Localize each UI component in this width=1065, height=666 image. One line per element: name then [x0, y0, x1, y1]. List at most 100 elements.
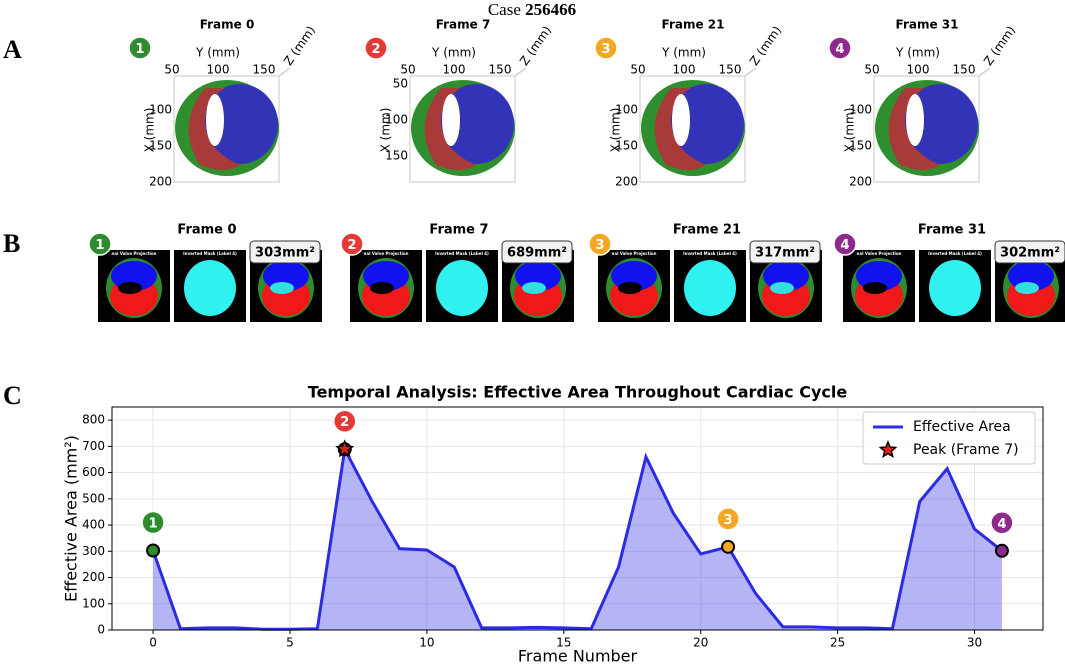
image-title: Inverted Mask (Label 4)	[928, 251, 982, 256]
y-tick-label: 700	[82, 439, 105, 453]
legend-label: Effective Area	[913, 419, 1011, 435]
frame-title: Frame 0	[200, 18, 255, 32]
plot-box	[514, 67, 527, 77]
tick-label: 150	[385, 149, 408, 163]
frame	[111, 406, 1044, 631]
badge-label: 3	[595, 238, 604, 253]
red-region	[888, 88, 940, 170]
cavity	[672, 94, 690, 146]
badge	[340, 232, 364, 256]
axis-label: Z (mm)	[281, 23, 318, 68]
frame-title: Frame 7	[429, 223, 488, 238]
axis-label: Y (mm)	[431, 46, 476, 60]
cavity	[522, 282, 546, 294]
tick-label: 200	[849, 175, 872, 189]
image-title: Inverted Mask (Label 4)	[683, 251, 737, 256]
area-label: 302mm²	[1000, 246, 1060, 261]
badge-label: 3	[724, 513, 733, 528]
cavity	[618, 282, 642, 294]
area-label: 303mm²	[255, 246, 315, 261]
badge-label: 4	[835, 42, 844, 57]
area-fill	[153, 449, 1002, 630]
case-id: 256466	[525, 0, 576, 19]
legend-label: Peak (Frame 7)	[913, 442, 1019, 458]
tick-label: 150	[849, 139, 872, 153]
tick-label: 100	[149, 103, 172, 117]
area-label: 689mm²	[507, 246, 567, 261]
marker	[994, 543, 1009, 558]
axis-label: X (mm)	[609, 108, 623, 153]
area-box	[994, 240, 1065, 264]
cavity	[770, 282, 794, 294]
badge-label: 4	[840, 238, 849, 253]
y-tick-label: 600	[82, 465, 105, 479]
badge	[716, 507, 740, 531]
cavity	[370, 282, 394, 294]
tick-label: 200	[149, 175, 172, 189]
badge-label: 2	[347, 238, 356, 253]
cavity	[906, 94, 924, 146]
tick-label: 100	[207, 63, 230, 77]
y-tick-label: 400	[82, 518, 105, 532]
peak-marker	[335, 439, 355, 458]
axis-label: Y (mm)	[195, 46, 240, 60]
image-title: Inverted Mask (Label 4)	[183, 251, 237, 256]
badge-label: 4	[997, 517, 1006, 532]
red-region	[424, 88, 476, 170]
badge-label: 3	[601, 42, 610, 57]
panel-label: B	[3, 229, 20, 258]
axis-label: Z (mm)	[517, 23, 554, 68]
case-title: Case 256466	[488, 0, 576, 19]
axis-label: Z (mm)	[981, 23, 1018, 68]
cavity	[442, 94, 460, 146]
mask	[436, 260, 488, 316]
badge-label: 1	[148, 517, 157, 532]
cavity	[1015, 282, 1039, 294]
image-title: nal Valve Projection	[612, 251, 657, 256]
cavity	[270, 282, 294, 294]
y-tick-label: 200	[82, 570, 105, 584]
cavity	[863, 282, 887, 294]
axis-label: X (mm)	[143, 108, 157, 153]
x-tick-label: 5	[286, 636, 294, 650]
badge	[333, 409, 357, 433]
axis-label: Y (mm)	[661, 46, 706, 60]
tick-label: 50	[864, 63, 879, 77]
image-title: nal Valve Projection	[364, 251, 409, 256]
case-label: Case	[488, 0, 521, 19]
mask	[184, 260, 236, 316]
tick-label: 150	[953, 63, 976, 77]
tick-label: 150	[489, 63, 512, 77]
tick-label: 150	[149, 139, 172, 153]
axis-label: X (mm)	[843, 108, 857, 153]
tick-label: 100	[615, 103, 638, 117]
mask	[929, 260, 981, 316]
plot-box	[744, 67, 757, 77]
x-tick-label: 30	[967, 636, 982, 650]
tick-label: 50	[400, 63, 415, 77]
axis-label: Y (mm)	[895, 46, 940, 60]
red-region	[654, 88, 706, 170]
badge	[594, 36, 618, 60]
plot-box	[173, 75, 280, 183]
area-label: 317mm²	[755, 246, 815, 261]
badge	[828, 36, 852, 60]
red-region	[188, 88, 240, 170]
y-tick-label: 0	[97, 623, 105, 637]
badge-label: 1	[135, 42, 144, 57]
frame-title: Frame 21	[673, 223, 741, 238]
image-title: nal Valve Projection	[112, 251, 157, 256]
y-tick-label: 100	[82, 596, 105, 610]
marker	[721, 539, 736, 554]
plot-box	[409, 75, 516, 183]
tick-label: 150	[719, 63, 742, 77]
plot-box	[278, 67, 291, 77]
axis-label: X (mm)	[379, 108, 393, 153]
tick-label: 100	[443, 63, 466, 77]
badge	[128, 36, 152, 60]
x-axis-label: Frame Number	[518, 647, 638, 666]
x-tick-label: 15	[556, 636, 571, 650]
axis-label: Z (mm)	[747, 23, 784, 68]
badge-label: 2	[371, 42, 380, 57]
badge	[364, 36, 388, 60]
